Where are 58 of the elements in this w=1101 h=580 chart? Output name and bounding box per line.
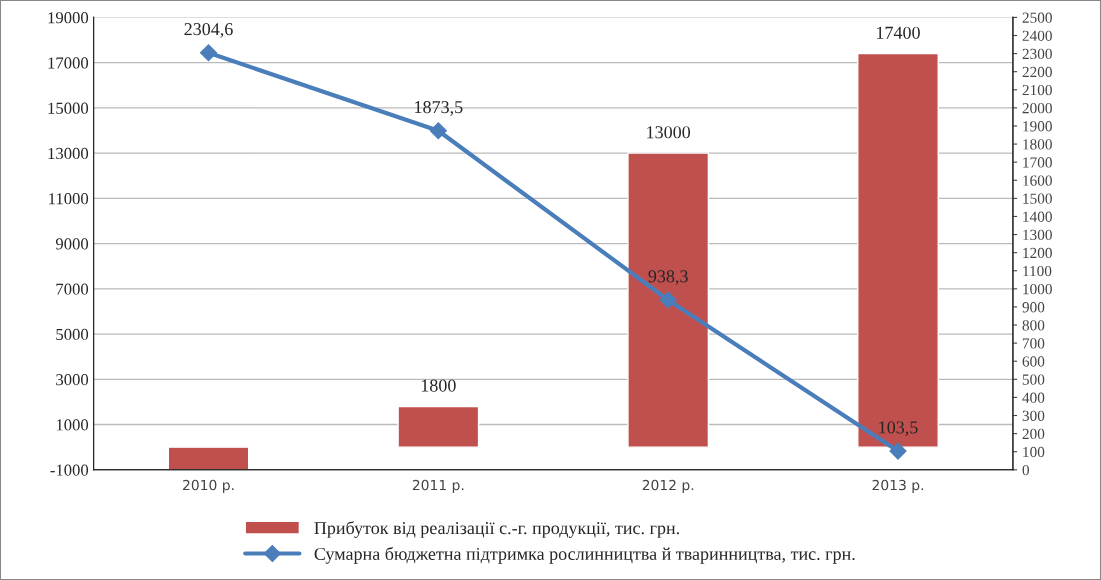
data-label: 103,5	[879, 421, 918, 437]
y2-tick-label: 700	[1022, 338, 1045, 349]
x-tick-label: 2013 р.	[872, 479, 923, 493]
y2-tick-label: 1900	[1023, 121, 1052, 132]
y2-tick-label: 2300	[1022, 48, 1052, 60]
point	[429, 122, 447, 140]
y-tick-label: 17000	[48, 57, 89, 69]
data-label: 1873,5	[415, 101, 463, 116]
y2-tick-label: 1300	[1023, 229, 1052, 240]
y2-tick-label: 1700	[1023, 157, 1052, 168]
y-tick-label: 11000	[49, 193, 89, 205]
y2-tick-label: 2400	[1022, 30, 1052, 41]
y2-tick-label: 1000	[1023, 283, 1052, 295]
x-tick-label: 2012 р.	[642, 479, 694, 493]
y2-tick-label: 2500	[1022, 12, 1052, 23]
y-tick-label: 7000	[56, 283, 89, 295]
y-tick-label: 15000	[48, 102, 89, 114]
y-tick-label: 5000	[56, 328, 89, 341]
y2-tick-label: 900	[1022, 302, 1045, 313]
y2-tick-label: 1400	[1023, 211, 1052, 222]
y-tick-label: -1000	[50, 464, 89, 476]
y2-tick-label: 100	[1023, 446, 1045, 458]
y2-tick-label: 600	[1022, 356, 1045, 367]
data-label: 17400	[877, 26, 920, 39]
y2-tick-label: 1500	[1023, 193, 1052, 204]
x-tick-label: 2010 р.	[183, 479, 234, 493]
legend-label: Прибуток від реалізації с.-г. продукції, тис. грн.	[314, 521, 679, 538]
x-tick-label: 2011 р.	[412, 479, 464, 493]
y2-tick-label: 500	[1022, 374, 1045, 385]
y2-tick-label: 2100	[1022, 84, 1052, 96]
bar	[857, 52, 939, 448]
y2-tick-label: 2000	[1022, 103, 1052, 114]
data-label: 2304,6	[184, 23, 233, 38]
bar	[167, 446, 250, 470]
point	[659, 291, 677, 309]
y2-tick-label: 2200	[1022, 66, 1052, 78]
y-tick-label: 3000	[56, 374, 89, 386]
y2-tick-label: 1100	[1023, 265, 1052, 277]
y2-tick-label: 0	[1022, 464, 1029, 476]
bar	[397, 405, 480, 448]
y2-tick-label: 200	[1022, 428, 1045, 440]
y2-tick-label: 400	[1022, 392, 1045, 403]
data-label: 13000	[647, 126, 691, 139]
point	[199, 44, 218, 62]
y-tick-label: 19000	[48, 12, 89, 24]
y-tick-label: 9000	[55, 238, 89, 250]
y2-tick-label: 1600	[1023, 175, 1052, 186]
data-label: 1800	[421, 379, 456, 392]
legend-label: Сумарна бюджетна підтримка рослинництва й тваринництва, тис. грн.	[314, 546, 855, 564]
y2-tick-label: 1200	[1023, 247, 1052, 259]
y-tick-label: 1000	[56, 419, 89, 431]
bar	[627, 152, 710, 448]
y2-tick-label: 300	[1022, 410, 1045, 421]
point	[889, 442, 907, 460]
y2-tick-label: 800	[1022, 320, 1045, 331]
y2-tick-label: 1800	[1023, 139, 1052, 150]
y-tick-label: 13000	[48, 147, 89, 160]
data-label: 938,3	[648, 270, 688, 286]
